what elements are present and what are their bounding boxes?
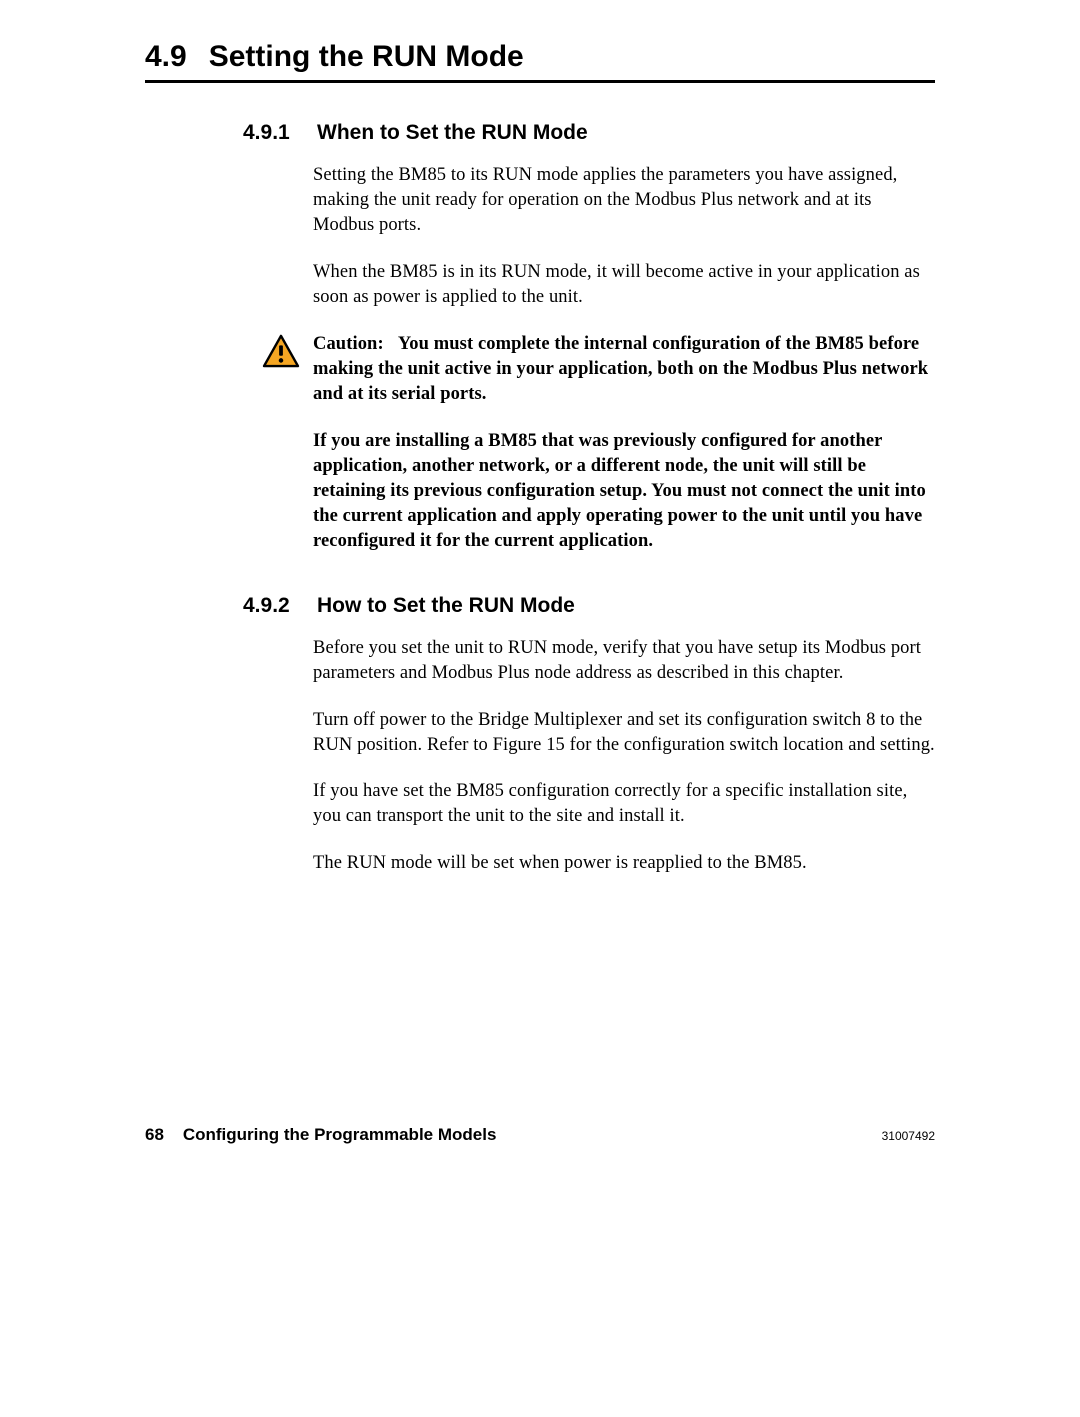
chapter-title: Configuring the Programmable Models [183, 1125, 497, 1144]
caution-label: Caution: [313, 334, 384, 354]
paragraph: Turn off power to the Bridge Multiplexer… [145, 708, 935, 758]
footer-left: 68 Configuring the Programmable Models [145, 1125, 496, 1145]
paragraph: The RUN mode will be set when power is r… [145, 851, 935, 876]
page-footer: 68 Configuring the Programmable Models 3… [145, 1125, 935, 1145]
page-number: 68 [145, 1125, 164, 1144]
subsection-title: How to Set the RUN Mode [317, 594, 575, 618]
warning-icon [262, 334, 300, 368]
doc-number: 31007492 [882, 1129, 935, 1143]
section-title: Setting the RUN Mode [209, 40, 524, 74]
caution-text: Caution: You must complete the internal … [313, 332, 935, 407]
caution-body: You must complete the internal configura… [313, 334, 928, 404]
subsection-title: When to Set the RUN Mode [317, 121, 588, 145]
paragraph: Setting the BM85 to its RUN mode applies… [145, 163, 935, 238]
section-header: 4.9 Setting the RUN Mode [145, 40, 935, 83]
paragraph: If you have set the BM85 configuration c… [145, 779, 935, 829]
subsection-header: 4.9.1 When to Set the RUN Mode [145, 121, 935, 145]
paragraph: Before you set the unit to RUN mode, ver… [145, 636, 935, 686]
subsection-number: 4.9.2 [243, 594, 313, 618]
document-page: 4.9 Setting the RUN Mode 4.9.1 When to S… [0, 0, 1080, 876]
subsection-number: 4.9.1 [243, 121, 313, 145]
section-number: 4.9 [145, 40, 187, 74]
paragraph: When the BM85 is in its RUN mode, it wil… [145, 260, 935, 310]
subsection-header: 4.9.2 How to Set the RUN Mode [145, 594, 935, 618]
caution-block: Caution: You must complete the internal … [145, 332, 935, 407]
bold-paragraph: If you are installing a BM85 that was pr… [145, 429, 935, 554]
